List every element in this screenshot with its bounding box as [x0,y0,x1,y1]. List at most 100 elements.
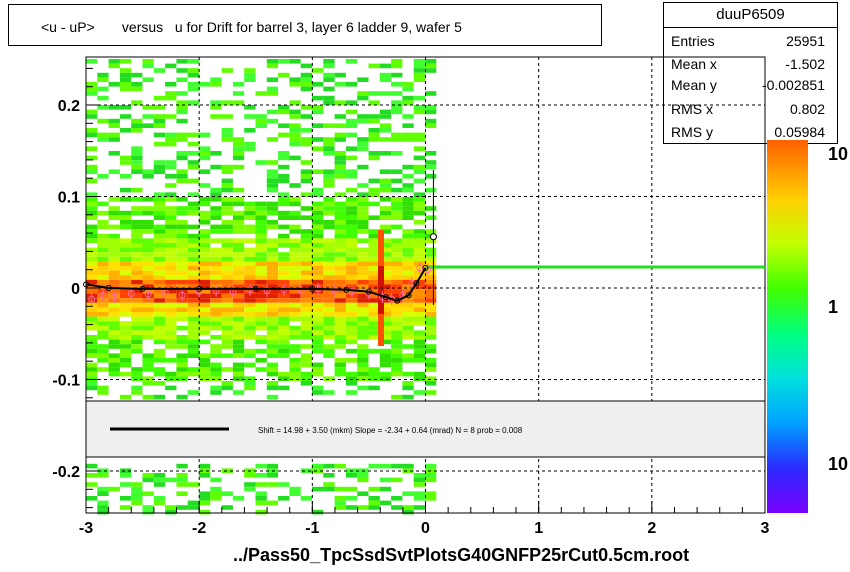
heatmap-cell [425,381,437,386]
heatmap-cell [391,247,403,253]
heatmap-cell [266,321,279,326]
heatmap-cell [402,266,414,271]
heatmap-cell [391,353,403,358]
heatmap-cell [425,335,437,340]
heatmap-cell [413,155,425,161]
heatmap-cell [232,151,245,156]
heatmap-cell [266,137,279,142]
heatmap-cell [266,302,279,308]
heatmap-cell [289,243,301,248]
heatmap-cell [119,128,132,133]
heatmap-cell [312,224,324,230]
heatmap-cell [300,169,312,174]
heatmap-cell [153,477,166,483]
x-tick-label: 1 [534,520,543,537]
heatmap-cell [244,486,256,492]
heatmap-cell [345,256,358,262]
heatmap-cell [142,491,154,496]
heatmap-cell [210,371,222,377]
heatmap-cell [108,118,120,124]
heatmap-cell [278,348,290,354]
heatmap-cell [153,270,166,276]
heatmap-cell [232,330,245,335]
heatmap-cell [289,275,301,280]
heatmap-cell [86,496,98,501]
heatmap-cell [199,238,211,243]
heatmap-cell [86,261,98,266]
heatmap-cell [108,330,120,335]
heatmap-cell [391,307,403,312]
heatmap-cell [391,312,403,317]
heatmap-cell [413,289,425,294]
heatmap-cell [187,344,199,349]
heatmap-cell [345,275,358,280]
heatmap-cell [345,270,358,276]
heatmap-cell [108,59,120,64]
heatmap-cell [176,491,188,496]
heatmap-cell [232,82,245,87]
heatmap-cell [334,220,346,225]
stats-value: 0.802 [789,101,825,117]
heatmap-cell [97,210,109,216]
heatmap-cell [357,118,369,124]
heatmap-cell [357,197,369,202]
heatmap-cell [221,238,233,243]
heatmap-cell [402,491,414,496]
heatmap-cell [221,224,233,230]
heatmap-cell [244,247,256,253]
profile-point [331,287,339,295]
heatmap-cell [368,155,380,161]
profile-point [212,287,220,295]
heatmap-cell [199,243,211,248]
heatmap-cell [312,68,324,73]
heatmap-cell [266,330,279,335]
heatmap-cell [278,316,290,322]
heatmap-cell [255,275,267,280]
heatmap-cell [278,59,290,64]
heatmap-cell [266,109,279,115]
heatmap-cell [97,325,109,331]
heatmap-cell [323,312,335,317]
heatmap-cell [165,197,177,202]
heatmap-cell [266,256,279,262]
heatmap-cell [266,394,279,400]
heatmap-cell [425,496,437,501]
heatmap-cell [402,463,414,469]
heatmap-cell [176,275,188,280]
heatmap-cell [323,178,335,184]
heatmap-cell [402,261,414,266]
heatmap-cell [108,279,120,285]
heatmap-cell [300,128,312,133]
heatmap-cell [187,293,199,299]
heatmap-cell [300,335,312,340]
heatmap-cell [255,114,267,119]
heatmap-cell [187,68,199,73]
heatmap-cell [210,187,222,193]
heatmap-cell [289,210,301,216]
heatmap-cell [278,215,290,220]
heatmap-cell [86,252,98,257]
heatmap-cell [153,279,166,285]
heatmap-cell [266,63,279,69]
heatmap-cell [244,316,256,322]
heatmap-cell [391,215,403,220]
heatmap-cell [86,307,98,312]
heatmap-cell [289,100,301,105]
heatmap-cell [131,302,143,308]
heatmap-cell [221,468,233,473]
heatmap-cell [413,105,425,110]
heatmap-cell [165,312,177,317]
heatmap-cell [289,238,301,243]
heatmap-cell [391,187,403,193]
heatmap-cell [334,151,346,156]
heatmap-cell [165,307,177,312]
heatmap-cell [142,353,154,358]
heatmap-cell [131,256,143,262]
heatmap-cell [402,316,414,322]
heatmap-cell [278,371,290,377]
heatmap-cell [357,376,369,381]
heatmap-cell [244,229,256,234]
heatmap-cell [86,206,98,211]
heatmap-cell [289,247,301,253]
